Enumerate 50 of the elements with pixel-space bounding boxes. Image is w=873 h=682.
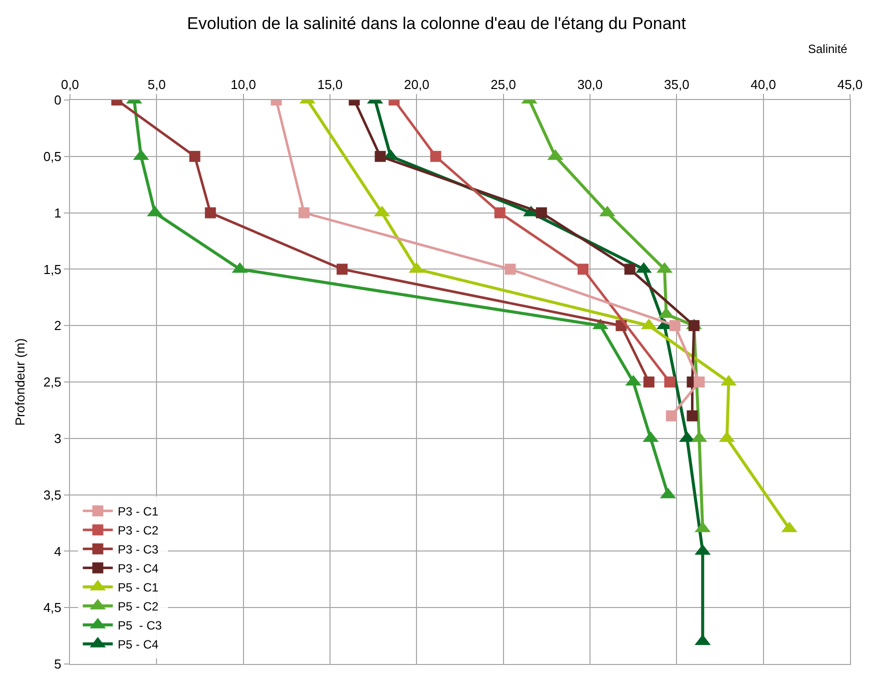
legend-label: P3 - C2 <box>118 524 159 538</box>
point <box>664 376 676 388</box>
x-axis-title: Salinité <box>808 42 848 56</box>
point <box>494 207 506 218</box>
x-tick-label: 35,0 <box>664 76 690 92</box>
legend-label: P5 - C3 <box>118 618 162 633</box>
x-tick-label: 15,0 <box>317 76 343 92</box>
y-tick-label: 1,5 <box>43 262 62 277</box>
chart-title: Evolution de la salinité dans la colonne d'eau de l'étang du Ponant <box>187 14 686 33</box>
x-tick-label: 30,0 <box>577 76 603 92</box>
point <box>694 376 705 388</box>
point <box>204 207 216 218</box>
y-tick-label: 5 <box>54 656 62 672</box>
point <box>624 264 636 275</box>
point <box>666 410 677 422</box>
x-tick-label: 10,0 <box>230 76 256 92</box>
x-tick-label: 40,0 <box>750 76 776 92</box>
point <box>578 264 589 275</box>
legend-label: P3 - C1 <box>118 504 159 519</box>
y-tick-label: 2,5 <box>43 374 62 390</box>
point <box>374 150 386 162</box>
legend-label: P5 - C4 <box>118 638 159 652</box>
x-tick-label: 0,0 <box>60 76 80 92</box>
point <box>536 207 547 218</box>
y-tick-label: 0 <box>54 92 62 108</box>
point <box>686 410 698 422</box>
point <box>669 320 680 332</box>
legend-label: P3 - C4 <box>118 562 159 576</box>
legend-label: P3 - C3 <box>118 542 159 557</box>
legend-label: P5 - C2 <box>118 600 159 614</box>
y-tick-label: 1 <box>54 205 62 220</box>
y-tick-label: 3,5 <box>43 487 62 502</box>
point <box>688 320 700 332</box>
point <box>189 150 200 162</box>
point <box>430 150 442 162</box>
y-tick-label: 2 <box>54 318 62 334</box>
legend-label: P5 - C1 <box>118 580 159 595</box>
y-tick-label: 4 <box>54 544 62 559</box>
point <box>504 264 516 275</box>
point <box>298 207 310 218</box>
x-tick-label: 5,0 <box>148 76 166 92</box>
y-tick-label: 4,5 <box>43 600 62 616</box>
point <box>336 264 348 275</box>
x-tick-label: 20,0 <box>404 76 430 92</box>
x-tick-label: 25,0 <box>490 76 516 92</box>
y-tick-label: 3 <box>54 430 62 446</box>
y-axis-title: Profondeur (m) <box>12 338 28 426</box>
point <box>643 376 654 388</box>
x-tick-label: 45,0 <box>837 76 863 92</box>
y-tick-label: 0,5 <box>43 148 62 164</box>
